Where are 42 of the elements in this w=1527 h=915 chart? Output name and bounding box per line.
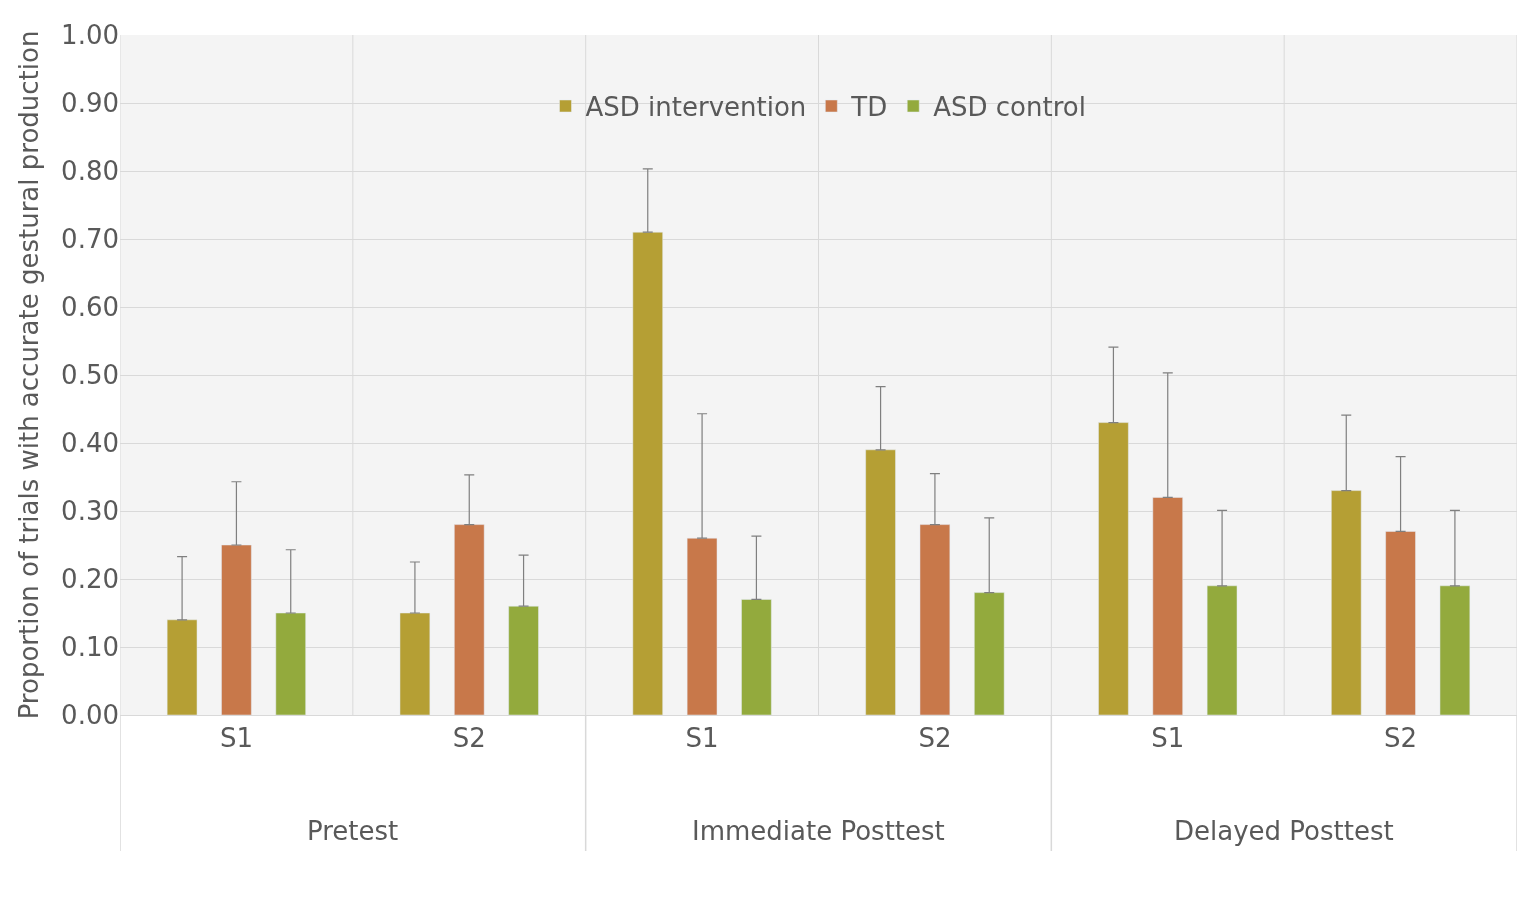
text: Delayed Posttest bbox=[1174, 816, 1394, 846]
bar bbox=[221, 544, 252, 715]
legend-label: TD bbox=[850, 92, 888, 123]
bar bbox=[686, 537, 718, 715]
y-tick-label: 0.30 bbox=[61, 496, 119, 527]
y-tick-label: 0.80 bbox=[61, 156, 119, 187]
y-tick-label: 0.50 bbox=[61, 360, 119, 391]
bar bbox=[508, 605, 539, 715]
bar bbox=[275, 612, 306, 715]
bar bbox=[1331, 490, 1362, 715]
y-tick-label: 0.20 bbox=[61, 564, 119, 595]
bar bbox=[399, 612, 431, 715]
bar bbox=[1152, 497, 1183, 715]
bar bbox=[166, 619, 198, 715]
x-tick-label: S2 bbox=[1384, 723, 1418, 754]
legend-label: ASD control bbox=[933, 92, 1086, 123]
y-tick-label: 0.10 bbox=[61, 632, 119, 663]
bar bbox=[974, 592, 1005, 715]
x-tick-label: S2 bbox=[918, 723, 952, 754]
y-tick-label: 0.60 bbox=[61, 292, 119, 323]
bar bbox=[1385, 531, 1416, 715]
legend-label: ASD intervention bbox=[585, 92, 807, 123]
bar bbox=[919, 524, 951, 715]
x-tick-label: S1 bbox=[219, 723, 253, 754]
bar bbox=[1098, 422, 1129, 715]
bar bbox=[865, 449, 896, 715]
bar bbox=[454, 524, 485, 715]
bar bbox=[741, 599, 772, 715]
y-tick-label: 0.90 bbox=[61, 88, 119, 119]
bar bbox=[632, 231, 663, 715]
bar bbox=[1439, 585, 1471, 715]
x-tick-label: S1 bbox=[1151, 723, 1185, 754]
text: Immediate Posttest bbox=[692, 816, 945, 846]
x-tick-label: S1 bbox=[685, 723, 719, 754]
y-axis-title: Proportion of trials with accurate gestural production bbox=[13, 30, 44, 720]
bar bbox=[1206, 585, 1238, 715]
y-tick-label: 0.00 bbox=[61, 700, 119, 731]
y-tick-label: 1.00 bbox=[61, 20, 119, 51]
y-tick-label: 0.40 bbox=[61, 428, 119, 459]
x-tick-label: S2 bbox=[452, 723, 486, 754]
text: Pretest bbox=[307, 816, 399, 846]
y-tick-label: 0.70 bbox=[61, 224, 119, 255]
